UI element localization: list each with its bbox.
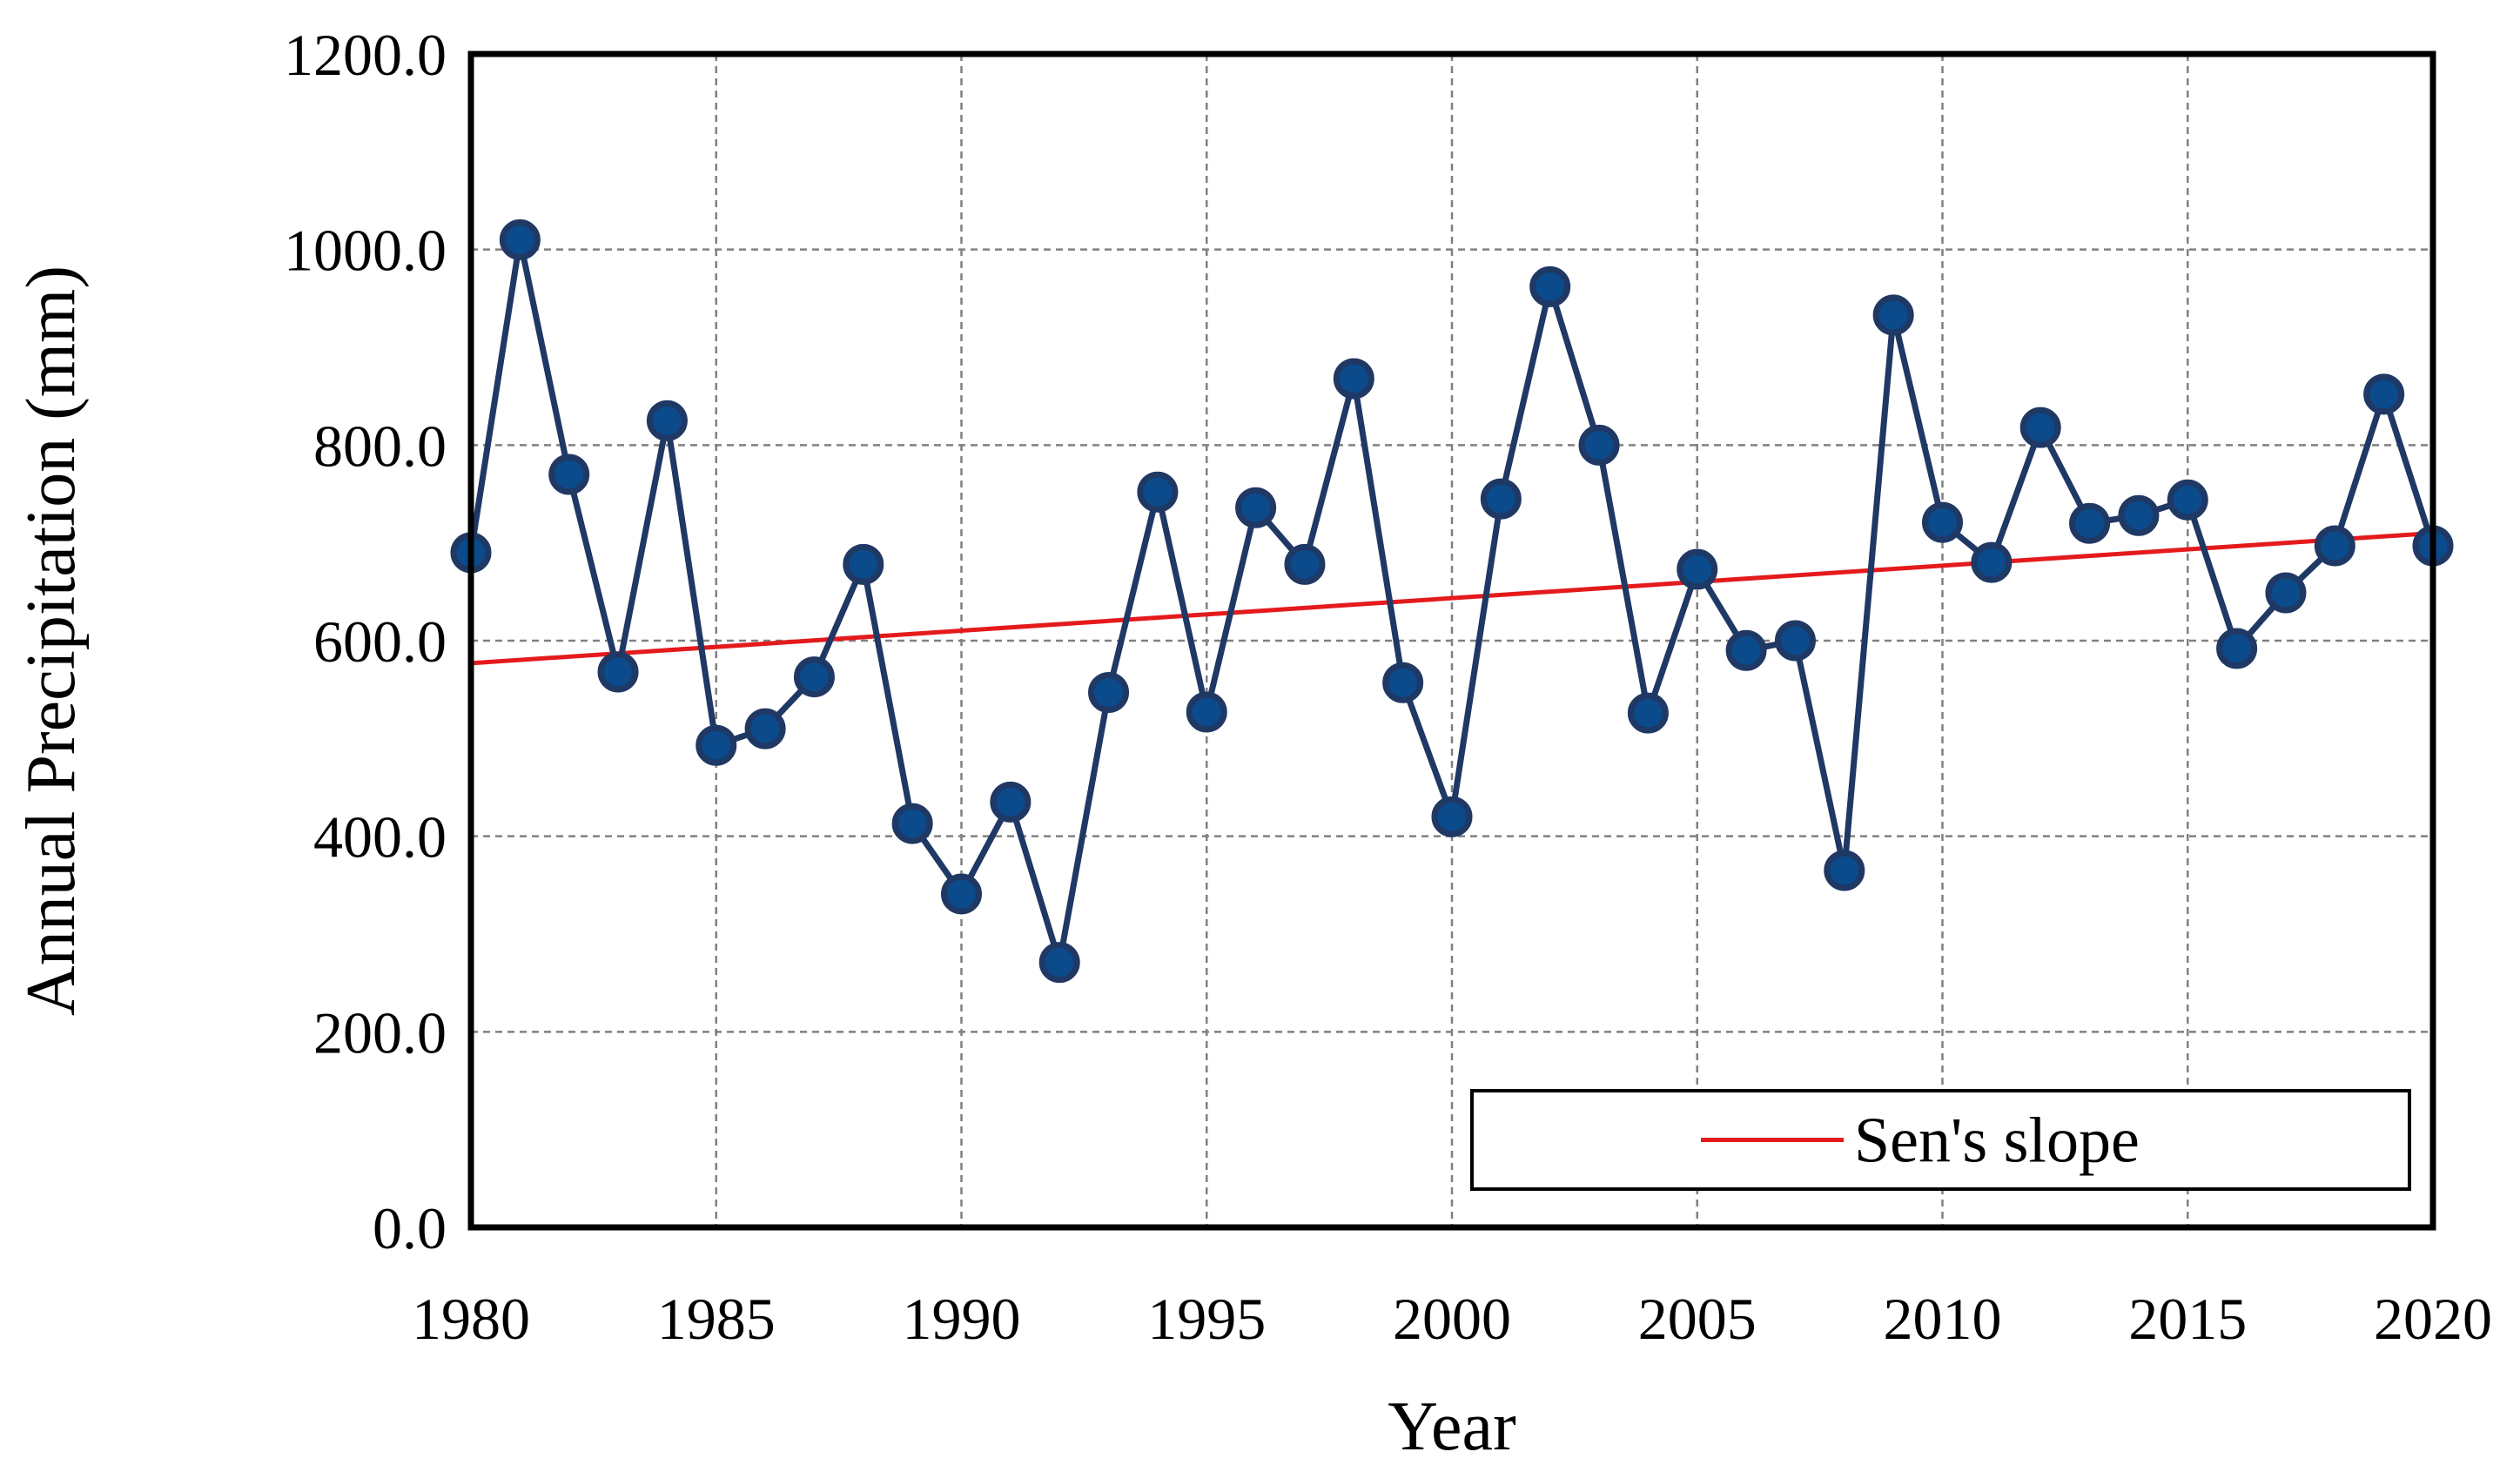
data-point-2014	[2118, 494, 2160, 536]
data-point-2006	[1725, 629, 1767, 671]
sens-slope-line	[470, 530, 2434, 666]
data-point-1984	[646, 400, 688, 441]
data-point-2019	[2363, 373, 2405, 415]
data-point-1995	[1186, 691, 1227, 733]
data-point-1991	[990, 781, 1032, 823]
data-point-1981	[499, 218, 541, 260]
data-point-1986	[744, 708, 786, 749]
data-point-1989	[891, 803, 933, 844]
data-point-1988	[843, 543, 884, 585]
x-tick-label: 2005	[1638, 1286, 1757, 1352]
data-point-1997	[1284, 543, 1326, 585]
data-point-1996	[1235, 487, 1277, 528]
data-point-2018	[2314, 525, 2355, 567]
data-point-2004	[1627, 692, 1669, 734]
x-tick-label: 1990	[903, 1286, 1021, 1352]
gridlines	[471, 54, 2433, 1227]
data-point-1983	[597, 651, 639, 693]
x-axis-title: Year	[1388, 1388, 1515, 1465]
data-point-2007	[1774, 620, 1816, 662]
data-point-2012	[2019, 407, 2061, 448]
y-axis-ticks: 0.0 200.0 400.0 600.0 800.0 1000.0 1200.0	[284, 22, 447, 1261]
x-tick-label: 2015	[2128, 1286, 2247, 1352]
y-tick-label: 1000.0	[284, 218, 447, 284]
data-point-2017	[2265, 572, 2307, 614]
data-point-1993	[1088, 672, 1130, 714]
y-axis-title: Annual Precipitation (mm)	[13, 265, 90, 1016]
x-tick-label: 2010	[1884, 1286, 2002, 1352]
data-point-1990	[941, 873, 982, 915]
trend-layer	[470, 530, 2434, 666]
y-tick-label: 400.0	[313, 804, 447, 870]
y-tick-label: 800.0	[313, 413, 447, 479]
y-tick-label: 1200.0	[284, 22, 447, 88]
data-point-1985	[696, 724, 737, 766]
legend: Sen's slope	[1470, 1089, 2411, 1191]
data-point-2001	[1480, 478, 1522, 520]
data-point-2011	[1971, 541, 2013, 583]
x-tick-label: 2020	[2374, 1286, 2492, 1352]
x-tick-label: 2000	[1393, 1286, 1511, 1352]
data-point-2015	[2167, 479, 2208, 521]
data-point-2008	[1824, 850, 1865, 891]
plot-area-frame	[467, 50, 2436, 1231]
legend-label-sens-slope: Sen's slope	[1854, 1106, 2140, 1177]
data-point-2009	[1872, 294, 1914, 336]
data-point-2010	[1922, 501, 1963, 543]
data-point-2005	[1677, 548, 1718, 590]
data-point-2002	[1529, 265, 1571, 307]
data-point-1994	[1137, 471, 1179, 513]
data-point-1992	[1038, 942, 1080, 984]
y-tick-label: 600.0	[313, 608, 447, 675]
x-axis-ticks: 1980 1985 1990 1995 2000 2005 2010 2015 2020	[412, 1286, 2492, 1352]
y-tick-label: 0.0	[373, 1195, 447, 1261]
data-point-1999	[1382, 662, 1424, 703]
data-point-1987	[793, 656, 835, 698]
data-point-2016	[2216, 628, 2258, 669]
data-point-1998	[1333, 358, 1374, 400]
x-tick-label: 1985	[657, 1286, 776, 1352]
x-tick-label: 1995	[1147, 1286, 1266, 1352]
y-tick-label: 200.0	[313, 999, 447, 1065]
x-tick-label: 1980	[412, 1286, 530, 1352]
data-point-2003	[1578, 424, 1620, 466]
data-point-2000	[1431, 796, 1473, 837]
data-point-2013	[2069, 502, 2111, 544]
data-point-1982	[548, 454, 590, 495]
legend-box	[1470, 1089, 2411, 1191]
